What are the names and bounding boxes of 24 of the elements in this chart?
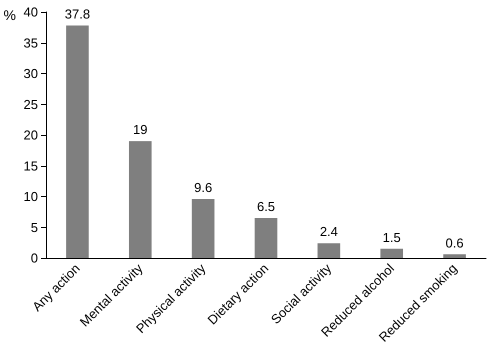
y-tick-label: 10 bbox=[24, 189, 38, 204]
bar bbox=[254, 218, 278, 258]
y-tick-label: 40 bbox=[24, 4, 38, 20]
y-tick-label: 5 bbox=[30, 220, 38, 235]
bar bbox=[192, 198, 214, 258]
data-label: 9.6 bbox=[194, 180, 212, 195]
data-label: 37.8 bbox=[64, 6, 90, 22]
y-tick-label: 15 bbox=[24, 158, 38, 174]
bar bbox=[443, 254, 466, 258]
y-tick-label: 20 bbox=[24, 128, 38, 142]
y-tick-label: 35 bbox=[24, 35, 38, 50]
y-tick-label: 30 bbox=[24, 66, 38, 81]
data-label: 6.5 bbox=[256, 199, 276, 214]
bar bbox=[128, 141, 152, 258]
data-label: 19 bbox=[133, 122, 148, 138]
data-label: 0.6 bbox=[446, 235, 464, 250]
data-label: 1.5 bbox=[382, 230, 401, 245]
bar bbox=[318, 243, 340, 258]
bar bbox=[66, 26, 89, 258]
y-axis-title: % bbox=[4, 7, 16, 23]
y-tick-label: 25 bbox=[24, 96, 38, 112]
data-label: 2.4 bbox=[320, 224, 338, 240]
y-tick-label: 0 bbox=[30, 250, 38, 266]
bar bbox=[380, 248, 404, 258]
